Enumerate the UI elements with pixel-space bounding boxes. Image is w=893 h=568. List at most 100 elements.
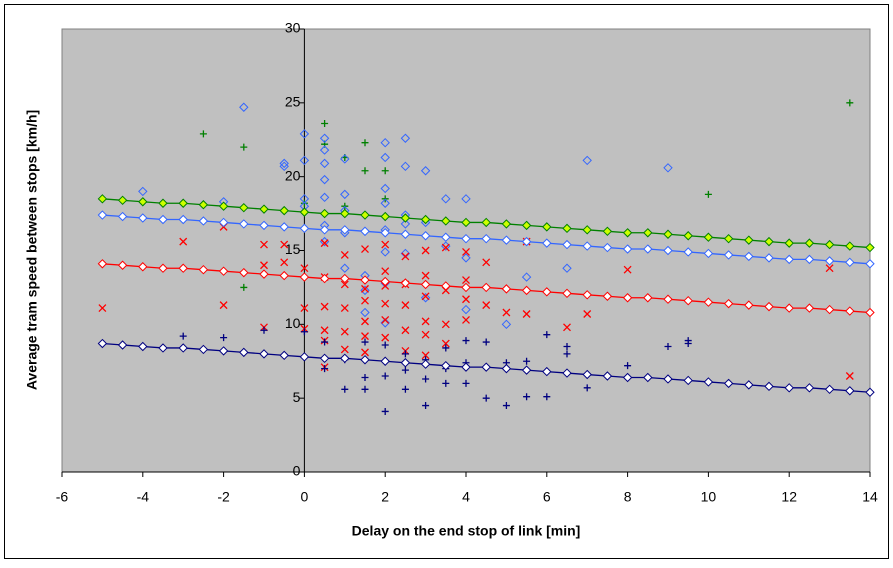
- plus-marker: [563, 350, 571, 358]
- plus-marker: [543, 331, 551, 339]
- x-marker: [482, 301, 491, 310]
- diamond-marker: [178, 343, 188, 353]
- diamond-marker: [764, 253, 774, 263]
- diamond-marker: [259, 220, 269, 231]
- diamond-marker: [420, 214, 431, 225]
- diamond-marker: [400, 278, 411, 288]
- diamond-marker: [340, 225, 350, 235]
- diamond-marker: [865, 307, 875, 318]
- diamond-marker: [461, 253, 471, 263]
- y-tick-label: 5: [293, 389, 301, 405]
- diamond-marker: [542, 287, 552, 297]
- diamond-marker: [562, 263, 572, 273]
- marker-stroke: [300, 328, 308, 336]
- plus-marker: [422, 375, 430, 383]
- marker-stroke: [422, 375, 430, 383]
- plus-marker: [482, 338, 490, 346]
- diamond-marker: [501, 219, 512, 229]
- marker-stroke: [260, 261, 268, 270]
- x-marker: [260, 240, 268, 249]
- plus-marker: [422, 402, 430, 410]
- marker-stroke: [340, 327, 349, 336]
- x-marker: [462, 248, 470, 256]
- marker-stroke: [441, 339, 450, 348]
- diamond-marker: [865, 259, 875, 269]
- x-marker: [340, 280, 349, 289]
- x-marker: [502, 308, 511, 317]
- plus-marker: [381, 372, 389, 380]
- marker-stroke: [361, 167, 369, 175]
- plus-marker: [624, 362, 632, 370]
- plus-marker: [300, 328, 308, 336]
- diamond-marker: [461, 362, 471, 372]
- diamond-marker: [865, 242, 875, 253]
- diamond-marker: [380, 318, 390, 328]
- x-marker: [421, 317, 430, 326]
- marker-stroke: [421, 317, 430, 326]
- diamond-marker: [117, 260, 128, 270]
- diamond-marker: [622, 293, 633, 303]
- diamond-marker: [542, 238, 552, 248]
- diamond-marker: [845, 386, 855, 396]
- x-marker: [280, 258, 289, 267]
- diamond-marker: [521, 285, 532, 296]
- diamond-marker: [198, 264, 209, 275]
- diamond-marker: [643, 293, 653, 303]
- diamond-marker: [501, 319, 512, 330]
- marker-stroke: [320, 326, 329, 335]
- marker-stroke: [421, 292, 430, 301]
- plus-marker: [321, 120, 329, 128]
- marker-stroke: [320, 302, 329, 311]
- diamond-marker: [824, 304, 835, 315]
- x-marker: [623, 265, 632, 274]
- x-marker: [361, 296, 369, 305]
- diamond-marker: [299, 223, 310, 234]
- diamond-marker: [784, 303, 794, 313]
- plus-marker: [684, 340, 692, 348]
- marker-stroke: [462, 276, 470, 284]
- diamond-marker: [340, 189, 350, 200]
- diamond-marker: [683, 231, 693, 241]
- marker-stroke: [421, 246, 430, 255]
- x-marker: [563, 323, 571, 332]
- x-tick-label: 4: [462, 489, 470, 505]
- diamond-marker: [380, 247, 390, 257]
- x-marker: [98, 304, 107, 313]
- marker-stroke: [563, 323, 571, 332]
- marker-stroke: [421, 351, 430, 360]
- marker-stroke: [442, 379, 450, 387]
- marker-stroke: [341, 385, 349, 393]
- diamond-marker: [319, 174, 330, 185]
- diamond-marker: [360, 285, 370, 296]
- x-marker: [361, 332, 369, 341]
- marker-stroke: [321, 120, 329, 128]
- x-marker: [401, 301, 410, 310]
- diamond-marker: [744, 251, 754, 262]
- diamond-marker: [441, 360, 451, 371]
- plus-marker: [462, 337, 470, 345]
- diamond-marker: [360, 210, 370, 220]
- marker-stroke: [361, 338, 369, 346]
- diamond-marker: [683, 375, 693, 386]
- x-tick-label: 6: [543, 489, 551, 505]
- x-marker: [361, 284, 369, 293]
- diamond-marker: [380, 356, 390, 366]
- marker-stroke: [401, 366, 409, 374]
- x-marker: [280, 240, 289, 249]
- diamond-marker: [824, 256, 835, 266]
- plus-marker: [361, 385, 369, 393]
- diamond-marker: [602, 291, 613, 301]
- diamond-marker: [340, 263, 350, 273]
- plus-marker: [563, 342, 571, 350]
- diamond-marker: [138, 341, 148, 352]
- diamond-marker: [804, 254, 815, 265]
- plus-marker: [401, 350, 409, 358]
- diamond-marker: [582, 225, 592, 235]
- diamond-marker: [663, 163, 673, 173]
- diamond-marker: [279, 270, 289, 281]
- x-axis-title: Delay on the end stop of link [min]: [352, 523, 581, 539]
- marker-stroke: [502, 402, 510, 410]
- marker-stroke: [421, 271, 430, 280]
- diamond-marker: [319, 133, 330, 143]
- plus-marker: [240, 143, 248, 151]
